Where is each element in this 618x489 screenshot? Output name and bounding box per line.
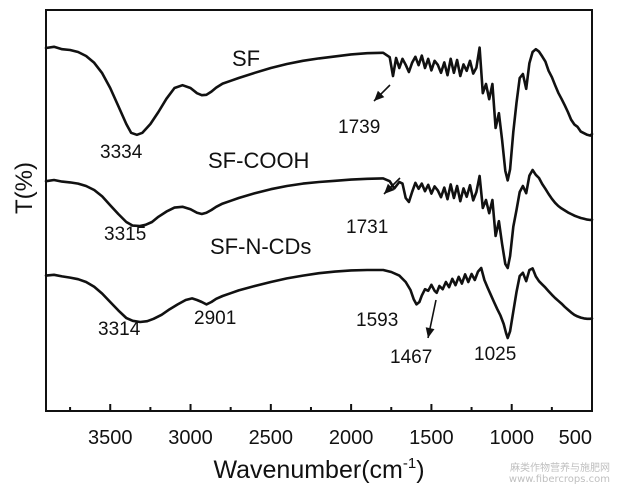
x-axis-label-main: Wavenumber(cm (213, 456, 402, 484)
series-label-sf-n-cds: SF-N-CDs (210, 234, 311, 259)
x-tick-label-500: 500 (559, 427, 592, 449)
arrow-1731-head (384, 183, 395, 194)
annotation-2901: 2901 (194, 308, 236, 329)
series-line-sf-n-cds (44, 266, 594, 340)
x-tick-label-3000: 3000 (168, 427, 213, 449)
annotation-1467: 1467 (390, 347, 432, 368)
annotation-1731: 1731 (346, 217, 388, 238)
x-tick-label-2500: 2500 (249, 427, 294, 449)
x-tick-label-1000: 1000 (489, 427, 534, 449)
series-label-sf-cooh: SF-COOH (208, 148, 309, 173)
watermark-line2: www.fibercrops.com (508, 474, 610, 485)
arrow-1467-head (425, 327, 435, 338)
watermark: 麻类作物营养与施肥网 www.fibercrops.com (509, 463, 610, 485)
arrow-1739-head (374, 90, 385, 101)
series-line-sf (44, 45, 594, 182)
annotation-1593: 1593 (356, 310, 398, 331)
annotation-3334: 3334 (100, 142, 143, 163)
x-axis-label-close: ) (416, 456, 424, 484)
x-tick-label-1500: 1500 (409, 427, 454, 449)
arrow-layer (373, 84, 437, 339)
series-layer (44, 45, 594, 340)
annotation-3314: 3314 (98, 319, 141, 340)
x-axis-label: Wavenumber(cm-1) (213, 455, 424, 484)
watermark-line1: 麻类作物营养与施肥网 (510, 463, 610, 474)
annotation-1025: 1025 (474, 344, 516, 365)
series-line-sf-cooh (44, 168, 594, 270)
annotation-3315: 3315 (104, 224, 146, 245)
plot-frame (45, 9, 593, 412)
x-axis-label-superscript: -1 (403, 455, 416, 472)
x-tick-label-2000: 2000 (329, 427, 374, 449)
y-axis-label: T(%) (11, 162, 38, 214)
series-label-sf: SF (232, 46, 260, 71)
x-tick-label-3500: 3500 (88, 427, 133, 449)
annotation-1739: 1739 (338, 117, 380, 138)
x-axis-ticks: 3500 3000 2500 2000 1500 1000 500 (69, 404, 593, 449)
